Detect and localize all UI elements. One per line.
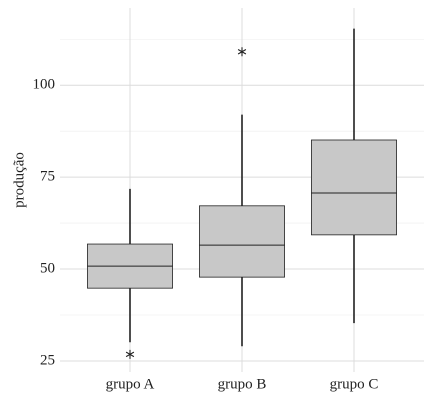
- box-group: [311, 28, 397, 324]
- box: [199, 205, 285, 278]
- x-tick-label: grupo C: [330, 376, 379, 392]
- y-tick-label: 25: [40, 352, 55, 368]
- outlier: [237, 47, 247, 57]
- y-axis-label: produção: [11, 152, 27, 208]
- x-tick-label: grupo A: [106, 376, 155, 392]
- y-tick-label: 75: [40, 169, 55, 185]
- box-group: [199, 47, 285, 347]
- box-group: [87, 188, 173, 359]
- box: [311, 139, 397, 236]
- y-tick-label: 50: [40, 260, 55, 276]
- x-tick-label: grupo B: [218, 376, 267, 392]
- y-tick-label: 100: [33, 77, 56, 93]
- outlier: [125, 349, 135, 359]
